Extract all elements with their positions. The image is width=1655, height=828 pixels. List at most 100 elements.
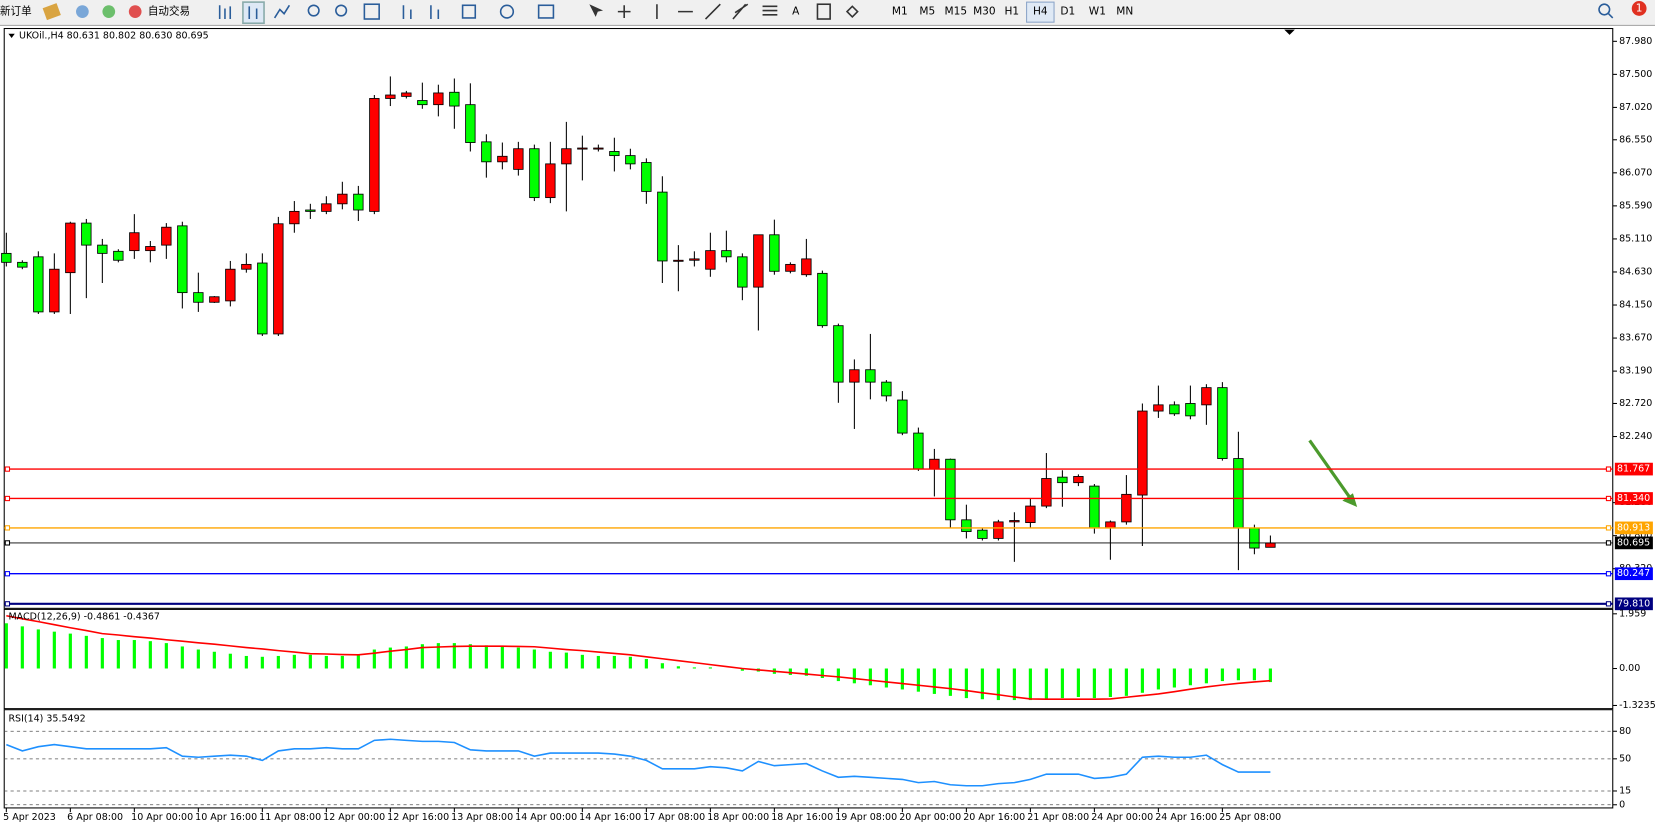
level-handle xyxy=(4,540,11,546)
y-tick-label: 1.959 xyxy=(1619,608,1646,619)
level-handle xyxy=(1605,495,1612,502)
search[interactable] xyxy=(1598,3,1611,16)
text-tool[interactable]: A xyxy=(792,6,800,18)
y-tick-label: 80 xyxy=(1619,726,1631,737)
y-tick-label: 87.500 xyxy=(1619,69,1652,80)
icon[interactable] xyxy=(589,4,604,17)
icon[interactable] xyxy=(102,5,116,18)
candle-body xyxy=(769,234,780,272)
candle-body xyxy=(193,292,204,303)
candle-body xyxy=(497,155,508,163)
icon[interactable] xyxy=(42,3,61,21)
icon[interactable] xyxy=(402,5,412,20)
x-tick-label: 10 Apr 16:00 xyxy=(195,812,257,823)
y-tick-label: 86.070 xyxy=(1619,167,1652,178)
candle-body xyxy=(321,203,332,212)
candle-body xyxy=(65,222,76,274)
icon[interactable] xyxy=(845,5,859,19)
period[interactable]: M5 xyxy=(919,6,935,18)
candle-body xyxy=(353,193,364,211)
x-tick-label: 18 Apr 00:00 xyxy=(707,812,769,823)
level-label-bg xyxy=(1614,567,1653,581)
y-tick-label: 87.020 xyxy=(1619,102,1652,113)
icon[interactable] xyxy=(218,5,232,20)
level-label-bg xyxy=(1614,492,1653,505)
icon[interactable] xyxy=(762,5,778,16)
icon[interactable] xyxy=(307,4,320,17)
icon[interactable] xyxy=(537,4,555,19)
level-handle xyxy=(4,466,11,472)
candle-body xyxy=(785,263,796,272)
candle-body xyxy=(449,91,460,107)
icon[interactable] xyxy=(128,5,142,18)
x-tick-label: 20 Apr 16:00 xyxy=(963,812,1025,823)
period[interactable]: M15 xyxy=(945,6,968,18)
candle-body xyxy=(529,148,540,199)
new-order[interactable]: 新订单 xyxy=(0,5,32,18)
icon[interactable] xyxy=(273,4,291,19)
icon[interactable] xyxy=(363,3,380,20)
icon[interactable] xyxy=(76,5,89,18)
level-label-bg xyxy=(1614,462,1653,476)
candle-body xyxy=(129,232,140,252)
candle-body xyxy=(385,94,396,99)
candle-body xyxy=(273,223,284,335)
x-tick-label: 6 Apr 08:00 xyxy=(67,812,123,823)
icon[interactable] xyxy=(656,3,721,20)
pane-title: MACD(12,26,9) -0.4861 -0.4367 xyxy=(8,611,160,622)
main-pane xyxy=(3,27,1614,609)
candle-body xyxy=(705,250,716,270)
candle-body xyxy=(369,98,380,212)
y-tick-label: 0.00 xyxy=(1619,663,1640,674)
level-handle xyxy=(4,601,11,607)
arrow-head xyxy=(1342,493,1358,507)
icon[interactable] xyxy=(499,4,515,19)
y-tick-label: 84.630 xyxy=(1619,266,1652,277)
y-tick-label: 50 xyxy=(1619,753,1631,764)
icon[interactable] xyxy=(242,1,265,25)
candle-body xyxy=(833,325,844,383)
x-tick-label: 5 Apr 2023 xyxy=(3,812,56,823)
x-tick-label: 17 Apr 08:00 xyxy=(643,812,705,823)
period[interactable]: H4 xyxy=(1033,6,1048,18)
x-tick-label: 12 Apr 16:00 xyxy=(387,812,449,823)
candle-body xyxy=(81,222,92,246)
icon[interactable] xyxy=(335,4,348,17)
period[interactable]: W1 xyxy=(1089,6,1106,18)
period[interactable]: M30 xyxy=(973,6,996,18)
level-handle xyxy=(1605,525,1612,531)
candle-body xyxy=(1169,404,1180,415)
level-handle xyxy=(1605,540,1612,546)
y-tick-label: 87.980 xyxy=(1619,36,1652,47)
auto-trading[interactable]: 自动交易 xyxy=(148,5,190,18)
candle-body xyxy=(177,225,188,294)
x-tick-label: 11 Apr 08:00 xyxy=(259,812,321,823)
period[interactable]: H1 xyxy=(1004,6,1019,18)
search xyxy=(1607,13,1614,19)
notification-badge[interactable] xyxy=(1631,1,1647,16)
level-handle xyxy=(4,495,11,502)
candle-body xyxy=(945,458,956,521)
period[interactable]: M1 xyxy=(892,6,908,18)
y-tick-label: -1.3235 xyxy=(1619,700,1655,711)
candle-body xyxy=(1009,520,1020,523)
y-tick-label: 84.150 xyxy=(1619,300,1652,311)
period[interactable]: D1 xyxy=(1060,6,1075,18)
icon[interactable] xyxy=(248,6,258,20)
icon[interactable] xyxy=(430,5,440,20)
candle-body xyxy=(337,193,348,205)
candle-body xyxy=(1057,476,1068,484)
icon[interactable] xyxy=(461,4,477,19)
level-label: 81.767 xyxy=(1617,464,1650,475)
icon[interactable] xyxy=(617,5,631,18)
candle-body xyxy=(1217,387,1228,459)
tool-icons xyxy=(218,1,859,25)
period[interactable]: MN xyxy=(1116,6,1133,18)
y-tick-label: 0 xyxy=(1619,799,1625,810)
candle-body xyxy=(545,163,556,199)
level-label: 81.340 xyxy=(1617,493,1650,504)
icon[interactable] xyxy=(732,3,749,20)
icon[interactable] xyxy=(816,3,831,20)
